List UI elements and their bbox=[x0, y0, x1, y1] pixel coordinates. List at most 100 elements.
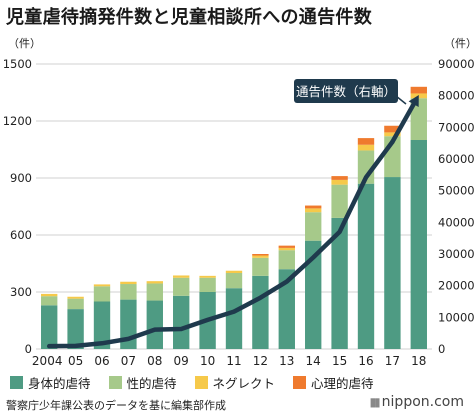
bar-0-14 bbox=[410, 140, 427, 349]
bar-2-2 bbox=[93, 284, 111, 287]
bar-2-9 bbox=[278, 247, 295, 251]
bar-0-0 bbox=[41, 305, 58, 349]
bar-1-4 bbox=[146, 283, 163, 301]
bar-2-5 bbox=[173, 275, 190, 278]
bar-2-8 bbox=[252, 255, 269, 258]
x-tick-5: 09 bbox=[174, 354, 189, 368]
legend-item-1: 性的虐待 bbox=[108, 373, 177, 392]
legend-label-1: 性的虐待 bbox=[126, 376, 177, 391]
right-tick-2: 20000 bbox=[438, 279, 474, 293]
right-axis-unit: （件） bbox=[444, 37, 474, 50]
legend-label-2: ネグレクト bbox=[212, 376, 276, 391]
x-tick-6: 10 bbox=[200, 354, 215, 368]
right-tick-8: 80000 bbox=[438, 89, 474, 103]
right-tick-6: 60000 bbox=[438, 152, 474, 166]
bar-0-13 bbox=[384, 177, 401, 349]
bar-1-14 bbox=[410, 98, 427, 140]
bar-0-12 bbox=[357, 183, 375, 349]
bar-0-4 bbox=[146, 300, 163, 349]
bar-2-4 bbox=[146, 281, 163, 284]
bar-2-13 bbox=[384, 132, 401, 137]
bar-0-5 bbox=[173, 295, 190, 349]
callout-label: 通告件数（右軸） bbox=[296, 84, 396, 99]
bar-3-8 bbox=[252, 254, 269, 256]
legend-swatch-2 bbox=[194, 376, 208, 389]
bar-3-14 bbox=[410, 86, 427, 94]
callout-box bbox=[294, 79, 398, 103]
x-tick-13: 17 bbox=[385, 354, 400, 368]
x-tick-10: 14 bbox=[306, 354, 321, 368]
bar-2-10 bbox=[305, 208, 322, 213]
legend-label-0: 身体的虐待 bbox=[28, 376, 91, 391]
bar-1-11 bbox=[331, 184, 348, 218]
notification-line bbox=[46, 94, 419, 349]
brand-logo: ▮▮ nippon.com bbox=[369, 394, 464, 410]
left-tick-2: 600 bbox=[10, 228, 32, 242]
legend-label-3: 心理的虐待 bbox=[311, 376, 374, 391]
bar-0-1 bbox=[67, 309, 84, 349]
x-tick-7: 11 bbox=[226, 354, 241, 368]
left-axis-unit: （件） bbox=[8, 37, 41, 50]
x-tick-14: 18 bbox=[411, 354, 426, 368]
bar-3-10 bbox=[305, 205, 322, 209]
bar-0-10 bbox=[305, 240, 322, 349]
bar-1-5 bbox=[173, 277, 190, 296]
x-tick-9: 13 bbox=[279, 354, 294, 368]
bar-0-2 bbox=[93, 301, 111, 349]
legend: 身体的虐待 性的虐待 ネグレクト 心理的虐待 bbox=[10, 373, 374, 392]
callout-leader bbox=[395, 95, 407, 105]
legend-item-2: ネグレクト bbox=[194, 373, 276, 392]
bar-2-0 bbox=[41, 293, 58, 297]
right-tick-5: 50000 bbox=[438, 184, 474, 198]
source-note: 警察庁少年課公表のデータを基に編集部作成 bbox=[6, 399, 226, 412]
left-tick-3: 900 bbox=[10, 171, 32, 185]
bar-2-1 bbox=[67, 296, 84, 299]
chart-title: 児童虐待摘発件数と児童相談所への通告件数 bbox=[6, 7, 372, 28]
bar-0-7 bbox=[225, 288, 243, 349]
brand-text: nippon.com bbox=[381, 394, 464, 410]
bar-2-12 bbox=[357, 144, 375, 151]
bar-1-3 bbox=[120, 284, 137, 300]
axes: （件） （件） 0 300 600 900 1200 1500 0 10000 20000 30000… bbox=[3, 37, 474, 368]
left-tick-5: 1500 bbox=[3, 57, 32, 71]
x-tick-0: 2004 bbox=[32, 354, 63, 368]
legend-swatch-3 bbox=[293, 376, 307, 389]
bar-3-11 bbox=[331, 176, 348, 180]
left-tick-4: 1200 bbox=[3, 114, 32, 128]
bar-2-11 bbox=[331, 179, 348, 185]
bar-1-8 bbox=[252, 257, 269, 276]
right-tick-7: 70000 bbox=[438, 120, 474, 134]
nippon-mark-icon: ▮▮ bbox=[369, 395, 380, 409]
bar-0-8 bbox=[252, 275, 269, 349]
x-tick-11: 15 bbox=[332, 354, 347, 368]
right-tick-0: 0 bbox=[438, 342, 445, 356]
bar-0-11 bbox=[331, 217, 348, 349]
left-tick-0: 0 bbox=[25, 342, 32, 356]
bar-3-9 bbox=[278, 245, 295, 248]
x-tick-1: 05 bbox=[68, 354, 83, 368]
left-tick-1: 300 bbox=[10, 285, 32, 299]
right-tick-4: 40000 bbox=[438, 215, 474, 229]
right-tick-9: 90000 bbox=[438, 57, 474, 71]
bar-1-10 bbox=[305, 212, 322, 241]
legend-item-3: 心理的虐待 bbox=[293, 373, 374, 392]
bar-1-6 bbox=[199, 277, 216, 292]
x-tick-12: 16 bbox=[358, 354, 373, 368]
bar-0-9 bbox=[278, 269, 295, 349]
line-callout: 通告件数（右軸） bbox=[294, 79, 407, 105]
bar-2-6 bbox=[199, 275, 216, 278]
legend-swatch-1 bbox=[108, 376, 122, 389]
bar-2-7 bbox=[225, 270, 243, 273]
line-last-segment bbox=[390, 101, 417, 145]
line-arrowhead bbox=[408, 95, 419, 108]
bar-1-2 bbox=[93, 286, 111, 302]
right-tick-3: 30000 bbox=[438, 247, 474, 261]
bar-1-7 bbox=[225, 273, 243, 289]
right-tick-1: 10000 bbox=[438, 310, 474, 324]
bar-1-9 bbox=[278, 250, 295, 270]
bar-3-12 bbox=[357, 138, 375, 145]
line-path bbox=[46, 139, 395, 349]
legend-swatch-0 bbox=[10, 376, 23, 389]
bars bbox=[41, 86, 427, 349]
bar-1-1 bbox=[67, 298, 84, 310]
